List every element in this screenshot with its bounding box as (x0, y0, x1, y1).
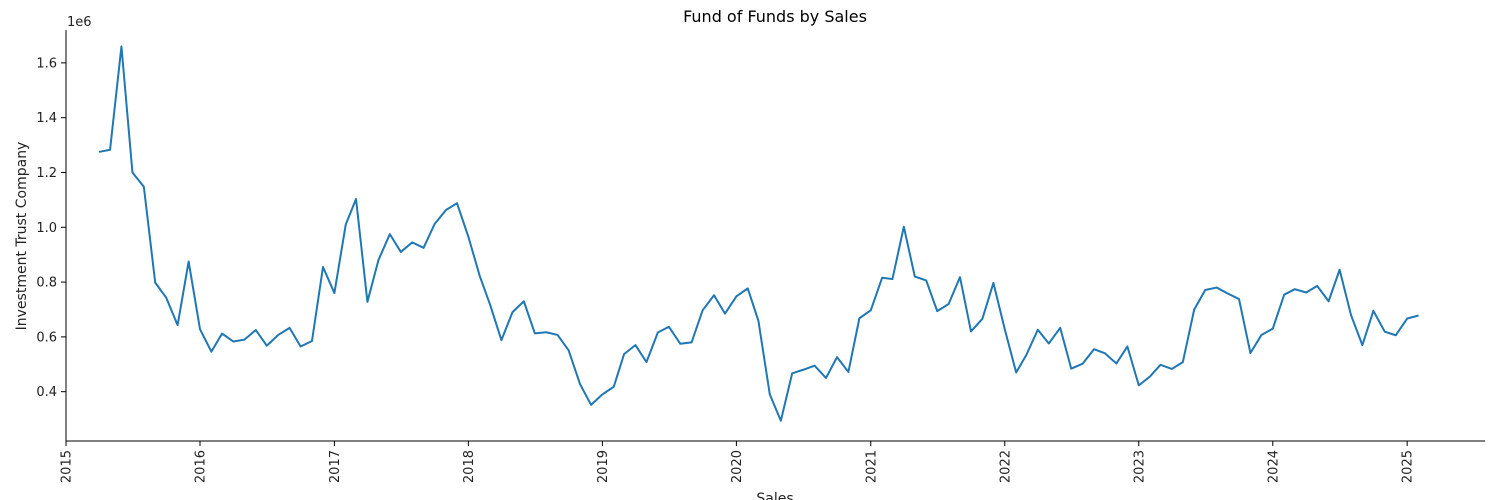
x-tick-label: 2025 (1401, 450, 1416, 483)
x-axis-title: Sales (756, 491, 793, 500)
x-tick-label: 2015 (60, 450, 75, 483)
chart-title: Fund of Funds by Sales (683, 7, 867, 26)
y-tick-label: 0.8 (36, 276, 57, 291)
x-tick-label: 2018 (462, 450, 477, 483)
x-axis-ticks: 2015 2016 2017 2018 2019 2020 2021 2022 2023 2024… (60, 441, 1416, 483)
y-tick-label: 1.2 (36, 166, 57, 181)
y-tick-label: 0.4 (36, 385, 57, 400)
y-offset-label: 1e6 (67, 15, 92, 30)
x-tick-label: 2017 (328, 450, 343, 483)
x-tick-label: 2016 (194, 450, 209, 483)
x-tick-label: 2021 (864, 450, 879, 483)
x-tick-label: 2019 (596, 450, 611, 483)
series-line (98, 45, 1419, 422)
y-tick-label: 1.0 (36, 221, 57, 236)
x-tick-label: 2023 (1132, 450, 1147, 483)
y-tick-label: 0.6 (36, 330, 57, 345)
x-tick-label: 2022 (998, 450, 1013, 483)
x-tick-label: 2020 (730, 450, 745, 483)
y-axis-ticks: 0.4 0.6 0.8 1.0 1.2 1.4 1.6 (36, 56, 66, 400)
y-tick-label: 1.4 (36, 111, 57, 126)
x-tick-label: 2024 (1266, 450, 1281, 483)
y-axis-title: Investment Trust Company (14, 142, 30, 331)
y-tick-label: 1.6 (36, 56, 57, 71)
